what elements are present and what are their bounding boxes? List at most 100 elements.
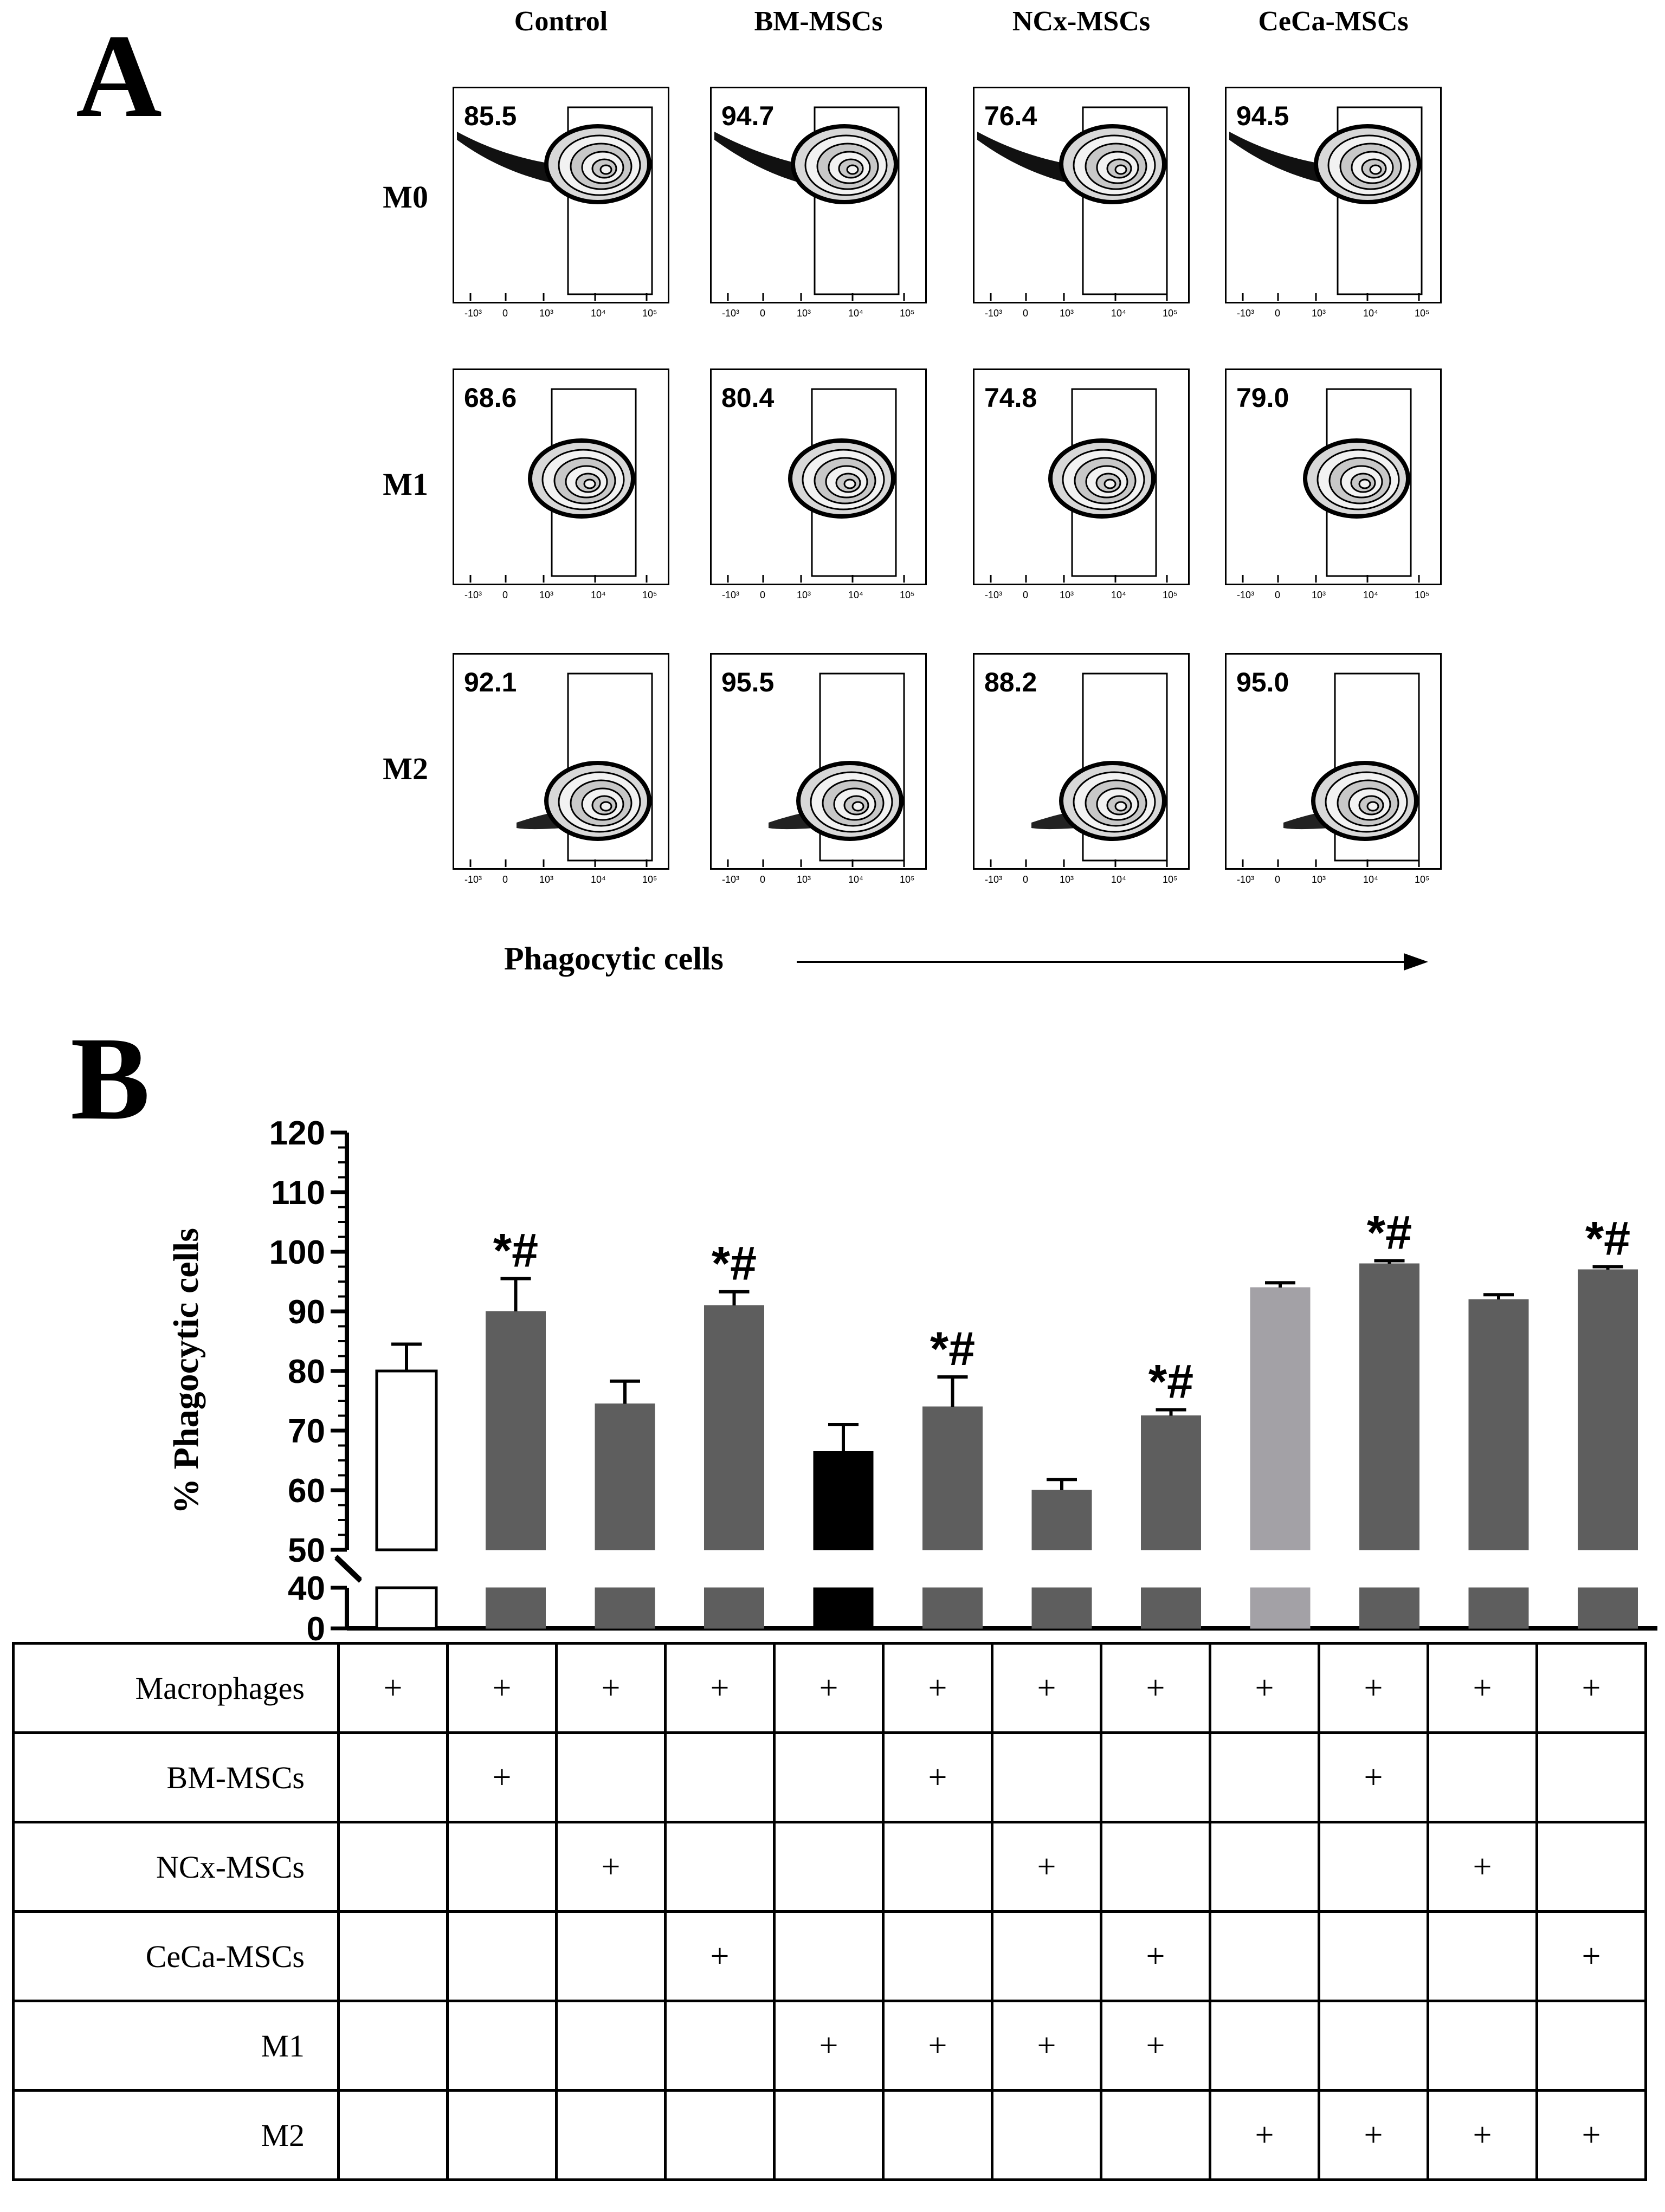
design-row-3: CeCa-MSCs + + + (12, 1910, 1647, 2002)
gate-percentage: 74.8 (984, 383, 1037, 413)
design-cell (882, 1910, 993, 2002)
gate-percentage: 94.5 (1236, 101, 1289, 131)
y-tick-label: 50 (288, 1532, 325, 1569)
design-cell (1535, 2000, 1647, 2092)
plus-mark: + (710, 1937, 730, 1975)
design-cell (1318, 2000, 1429, 2092)
y-tick-label: 70 (288, 1413, 325, 1450)
tick-label: 10³ (797, 308, 811, 319)
bar-upper (813, 1451, 874, 1550)
column-header-0: Control (514, 6, 608, 37)
tick-label: 10⁴ (1363, 874, 1378, 885)
design-cell (882, 1821, 993, 1913)
significance-label: *# (1585, 1212, 1630, 1265)
bar-upper (1359, 1263, 1419, 1550)
gate-percentage: 79.0 (1236, 383, 1289, 413)
flow-plot-tick-labels: -10³ 0 10³ 10⁴ 10⁵ (1225, 587, 1442, 606)
flow-plot-tick-labels: -10³ 0 10³ 10⁴ 10⁵ (710, 587, 927, 606)
design-cell: + (1318, 1642, 1429, 1734)
plus-mark: + (1582, 2116, 1601, 2153)
panel-a-letter: A (76, 10, 162, 142)
gate-percentage: 88.2 (984, 667, 1037, 697)
bar-upper (1141, 1415, 1201, 1550)
design-cell: + (337, 1642, 449, 1734)
tick-label: 10⁵ (1415, 874, 1430, 885)
tick-label: 10⁴ (1111, 874, 1126, 885)
y-tick-label: 100 (269, 1234, 325, 1271)
design-cell: + (1427, 1642, 1538, 1734)
significance-label: *# (930, 1322, 975, 1375)
tick-label: 10⁴ (1363, 590, 1378, 600)
plus-mark: + (492, 1669, 512, 1706)
bar-lower (813, 1587, 874, 1629)
tick-label: 0 (1023, 308, 1029, 319)
tick-label: 0 (760, 308, 766, 319)
plus-mark: + (1146, 2027, 1165, 2064)
tick-label: -10³ (464, 874, 482, 885)
design-cell (555, 2089, 667, 2181)
design-cell: + (1427, 2089, 1538, 2181)
design-cell (882, 2089, 993, 2181)
plus-mark: + (710, 1669, 730, 1706)
design-cell: + (1209, 1642, 1320, 1734)
design-cell (1100, 2089, 1211, 2181)
design-cell: + (1318, 2089, 1429, 2181)
flow-plot-m2-2: 88.2 (973, 653, 1190, 870)
design-cell: + (1209, 2089, 1320, 2181)
row-label-m0: M0 (383, 179, 428, 215)
plus-mark: + (1255, 1669, 1274, 1706)
design-cell (664, 1731, 776, 1823)
bar-lower (1031, 1587, 1092, 1629)
plus-mark: + (383, 1669, 403, 1706)
flow-plot-m0-2: 76.4 (973, 87, 1190, 303)
y-tick-label: 80 (288, 1353, 325, 1390)
tick-label: 10⁴ (1363, 308, 1378, 319)
design-cell: + (1535, 2089, 1647, 2181)
gate-percentage: 92.1 (464, 667, 517, 697)
design-cell (991, 1910, 1102, 2002)
tick-label: 10³ (797, 590, 811, 600)
plus-mark: + (819, 1669, 838, 1706)
plus-mark: + (601, 1848, 621, 1885)
flow-plot-m0-1: 94.7 (710, 87, 927, 303)
row-label-m2: M2 (383, 751, 428, 786)
design-cell (1427, 2000, 1538, 2092)
tick-label: 0 (760, 590, 766, 600)
tick-label: -10³ (985, 308, 1003, 319)
tick-label: 10³ (1312, 590, 1326, 600)
gate-percentage: 80.4 (721, 383, 775, 413)
design-cell: + (773, 1642, 885, 1734)
bar-lower (1359, 1587, 1419, 1629)
flow-plot-m1-1: 80.4 (710, 368, 927, 585)
bar-upper (595, 1403, 655, 1550)
tick-label: 10⁴ (848, 590, 863, 600)
gate-percentage: 94.7 (721, 101, 775, 131)
y-tick-label: 110 (271, 1174, 325, 1212)
design-cell (1535, 1821, 1647, 1913)
flow-plot-m0-3: 94.5 (1225, 87, 1442, 303)
design-row-2: NCx-MSCs + + + (12, 1821, 1647, 1913)
plus-mark: + (1473, 2116, 1492, 2153)
design-cell (664, 2089, 776, 2181)
axis-break-mark (334, 1556, 362, 1583)
design-row-0: Macrophages + + + + + + + + + + + + (12, 1642, 1647, 1734)
bar-upper (486, 1311, 546, 1550)
plus-mark: + (1255, 2116, 1274, 2153)
flow-plot-tick-labels: -10³ 0 10³ 10⁴ 10⁵ (1225, 872, 1442, 890)
plus-mark: + (1473, 1848, 1492, 1885)
design-cell: + (555, 1821, 667, 1913)
y-tick-label: 120 (269, 1115, 325, 1152)
bar-lower (922, 1587, 983, 1629)
tick-label: -10³ (464, 590, 482, 600)
bar-upper (375, 1369, 438, 1551)
tick-label: 10⁵ (642, 590, 657, 600)
tick-label: 10³ (1060, 590, 1074, 600)
flow-plot-tick-labels: -10³ 0 10³ 10⁴ 10⁵ (973, 587, 1190, 606)
design-cell: + (991, 2000, 1102, 2092)
design-row-label: Macrophages (12, 1642, 340, 1734)
tick-label: 0 (502, 308, 508, 319)
flow-plot-tick-labels: -10³ 0 10³ 10⁴ 10⁵ (973, 872, 1190, 890)
design-cell (1209, 1910, 1320, 2002)
design-cell (664, 1821, 776, 1913)
design-row-5: M2 + + + + (12, 2089, 1647, 2181)
